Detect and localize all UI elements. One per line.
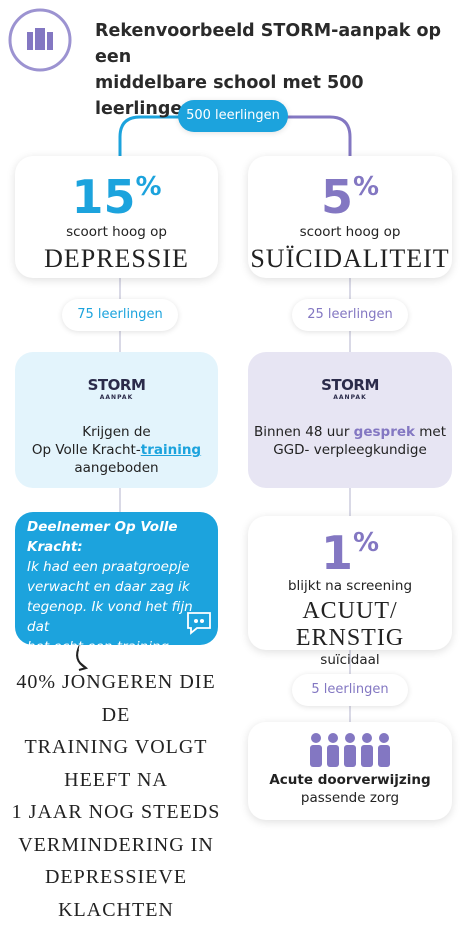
logo-sub: AANPAK (333, 394, 367, 401)
quote-line: het echt een training (27, 639, 170, 655)
referral-card: Acute doorverwijzing passende zorg (248, 722, 452, 820)
stat-emphasis: DEPRESSIE (44, 244, 189, 273)
page: STORM-aanpak {"header":{"title_lines":["… (8, 8, 466, 921)
logo-text: STORM (87, 376, 146, 394)
logo-sub: AANPAK (99, 394, 134, 401)
finding-line: 40% JONGEREN DIE DE (16, 671, 216, 726)
infographic: Rekenvoorbeeld STORM-aanpak op een midde… (8, 8, 466, 921)
school-icon (27, 28, 53, 50)
action-text: Binnen 48 uur gesprek met GGD- verpleegk… (248, 423, 452, 459)
action-card: STORM AANPAK Krijgen de Op Volle Kracht-t… (15, 352, 218, 488)
stat-card: 5% scoort hoog op SUÏCIDALITEIT (248, 156, 452, 278)
count-pill: 25 leerlingen (292, 299, 408, 331)
finding-line: VERMINDERING IN (18, 833, 214, 856)
stat-text: scoort hoog op (299, 224, 401, 240)
value: 1 (320, 526, 353, 580)
branch-left (118, 115, 180, 156)
text: met (414, 424, 447, 440)
text: Op Volle Kracht- (31, 442, 141, 458)
people-icon (310, 733, 390, 767)
quote-text: Deelnemer Op Volle Kracht: Ik had een pr… (27, 517, 218, 677)
count-pill: 75 leerlingen (62, 299, 178, 331)
stat-suffix: suïcidaal (320, 652, 380, 668)
finding-line: DEPRESSIEVE KLACHTEN (44, 866, 188, 921)
stat-card: 15% scoort hoog op DEPRESSIE (15, 156, 218, 278)
stat-value: 5% (248, 174, 452, 220)
title-line: Rekenvoorbeeld STORM-aanpak op een (95, 21, 442, 67)
quote-icon (187, 612, 211, 635)
unit: % (352, 172, 380, 202)
highlight: gesprek (353, 424, 415, 440)
quote-line: Ik had een praatgroepje (27, 559, 190, 575)
text: Binnen 48 uur (253, 424, 354, 440)
referral-title: Acute doorverwijzing (269, 772, 431, 788)
finding-line: TRAINING VOLGT HEEFT NA (24, 736, 208, 791)
stat-text: blijkt na screening (287, 578, 413, 594)
quote-line: was. (27, 659, 58, 675)
logo-text: STORM (321, 376, 379, 394)
quote-card: Deelnemer Op Volle Kracht: Ik had een pr… (15, 512, 218, 675)
storm-logo: STORM AANPAK (248, 376, 452, 401)
finding-line: 1 JAAR NOG STEEDS (11, 801, 221, 823)
root-pill: 500 leerlingen (178, 100, 288, 132)
stat-value: 15% (15, 174, 218, 220)
count-pill: 5 leerlingen (292, 674, 408, 706)
connectors (8, 8, 390, 767)
text-line: Binnen 48 uur gesprek met (248, 423, 452, 441)
value: 5 (320, 170, 353, 224)
action-text: Krijgen de Op Volle Kracht-training aang… (15, 423, 218, 477)
text-line: Op Volle Kracht-training (15, 441, 218, 459)
text-line: GGD- verpleegkundige (273, 442, 427, 458)
title: Rekenvoorbeeld STORM-aanpak op een midde… (95, 18, 466, 122)
branch-right (286, 115, 352, 156)
storm-logo: STORM AANPAK (15, 376, 218, 401)
highlight: training (140, 442, 202, 458)
finding: 40% JONGEREN DIE DE TRAINING VOLGT HEEFT… (0, 666, 232, 926)
stat-value: 1% (248, 530, 452, 576)
quote-line: verwacht en daar zag ik (27, 579, 190, 595)
unit: % (352, 528, 380, 558)
value: 15 (71, 170, 136, 224)
quote-author: Deelnemer Op Volle Kracht: (27, 519, 178, 555)
title-line: middelbare school met 500 leerlingen (95, 73, 364, 119)
quote-line: tegenop. Ik vond het fijn dat (27, 599, 193, 635)
stat-text: scoort hoog op (66, 224, 167, 240)
unit: % (135, 172, 162, 202)
screening-card: 1% blijkt na screening ACUUT/ ERNSTIG su… (248, 516, 452, 668)
stat-emphasis: ACUUT/ ERNSTIG (295, 598, 405, 651)
referral-text: passende zorg (300, 790, 400, 806)
action-card: STORM AANPAK Binnen 48 uur gesprek met GG… (248, 352, 452, 488)
text-line: aangeboden (74, 460, 159, 476)
arrow-head (78, 662, 89, 671)
text-line: Krijgen de (82, 424, 151, 440)
stat-emphasis: SUÏCIDALITEIT (250, 244, 450, 273)
